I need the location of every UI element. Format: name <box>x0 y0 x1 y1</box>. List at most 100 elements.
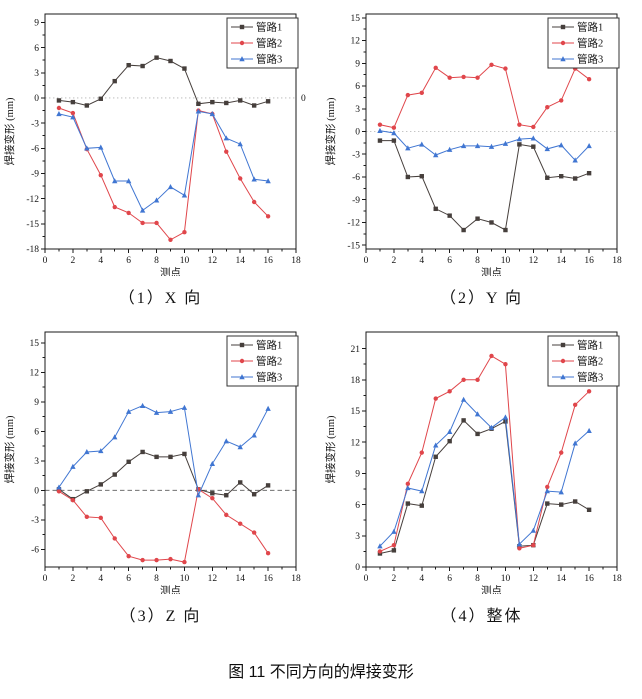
series-line-管路1 <box>58 451 269 500</box>
svg-text:15: 15 <box>351 14 361 24</box>
legend: 管路1 管路2 管路3 <box>226 335 299 387</box>
svg-text:0: 0 <box>364 574 369 584</box>
svg-text:2: 2 <box>392 574 397 584</box>
legend-label-管路1: 管路1 <box>577 21 603 34</box>
figure-caption: 图 11 不同方向的焊接变形 <box>228 664 414 681</box>
series-markers-管路1 <box>56 55 271 108</box>
svg-text:0: 0 <box>34 94 39 104</box>
svg-text:4: 4 <box>419 256 424 266</box>
svg-text:4: 4 <box>98 256 103 266</box>
legend-label-管路1: 管路1 <box>256 21 282 34</box>
svg-text:18: 18 <box>612 574 622 584</box>
svg-text:3: 3 <box>355 105 360 115</box>
series-markers-管路1 <box>56 449 271 502</box>
series-markers-管路2 <box>377 353 592 554</box>
y-axis-label: 焊接变形 (mm) <box>324 97 337 165</box>
svg-text:-18: -18 <box>26 245 39 255</box>
legend-label-管路2: 管路2 <box>256 355 282 368</box>
svg-text:16: 16 <box>584 256 594 266</box>
y-axis: -15 -12 -9 -6 -3 0 3 6 9 12 15 <box>347 14 366 251</box>
svg-text:12: 12 <box>208 256 218 266</box>
y-axis-label: 焊接变形 (mm) <box>3 415 16 483</box>
legend-label-管路2: 管路2 <box>577 355 603 368</box>
series-line-管路1 <box>379 419 590 554</box>
series-markers-管路3 <box>377 127 592 163</box>
series-line-管路3 <box>379 398 590 547</box>
svg-text:6: 6 <box>34 44 39 54</box>
subplot-overall: 0 2 4 6 8 10 12 14 16 18 0 3 6 9 12 15 18 21 测点 焊接变形 (mm) 管路… <box>321 318 642 636</box>
svg-text:0: 0 <box>43 574 48 584</box>
svg-text:-12: -12 <box>347 219 360 229</box>
legend-label-管路3: 管路3 <box>577 371 603 384</box>
svg-text:3: 3 <box>34 457 39 467</box>
x-axis: 0 2 4 6 8 10 12 14 16 18 <box>364 249 622 266</box>
chart-y-direction: 0 2 4 6 8 10 12 14 16 18 -15 -12 -9 -6 -3 0 3 6 9 12 15 测点 焊接变… <box>324 13 622 276</box>
svg-text:18: 18 <box>351 376 361 386</box>
x-axis: 0 2 4 6 8 10 12 14 16 18 <box>364 567 622 584</box>
legend-label-管路2: 管路2 <box>577 37 603 50</box>
series-markers-管路3 <box>56 402 271 498</box>
series-line-管路2 <box>379 355 590 552</box>
series-markers-管路3 <box>377 396 592 549</box>
svg-text:4: 4 <box>98 574 103 584</box>
legend-label-管路2: 管路2 <box>256 37 282 50</box>
svg-text:-6: -6 <box>31 144 39 154</box>
svg-text:21: 21 <box>351 345 361 355</box>
y-axis-label: 焊接变形 (mm) <box>3 97 16 165</box>
svg-text:6: 6 <box>126 256 131 266</box>
series-markers-管路1 <box>377 138 592 233</box>
svg-text:15: 15 <box>30 339 40 349</box>
series-line-管路1 <box>379 140 590 231</box>
svg-text:6: 6 <box>34 428 39 438</box>
svg-text:-3: -3 <box>352 150 360 160</box>
svg-text:4: 4 <box>419 574 424 584</box>
svg-text:10: 10 <box>501 256 511 266</box>
svg-text:2: 2 <box>71 574 76 584</box>
svg-text:-6: -6 <box>31 546 39 556</box>
svg-text:12: 12 <box>529 256 539 266</box>
zero-annotation: 0 <box>301 94 306 104</box>
subplot-title-overall: （4）整体 <box>440 608 523 625</box>
x-axis: 0 2 4 6 8 10 12 14 16 18 <box>43 567 301 584</box>
svg-text:6: 6 <box>447 256 452 266</box>
series-markers-管路2 <box>56 487 271 565</box>
subplot-title-y: （2）Y 向 <box>440 290 523 307</box>
legend-label-管路3: 管路3 <box>577 53 603 66</box>
y-axis: -18 -15 -12 -9 -6 -3 0 3 6 9 <box>26 19 45 255</box>
x-axis-label: 测点 <box>160 266 181 276</box>
svg-text:10: 10 <box>501 574 511 584</box>
svg-text:3: 3 <box>34 69 39 79</box>
svg-text:8: 8 <box>475 574 480 584</box>
y-axis: -6 -3 0 3 6 9 12 15 <box>30 339 45 556</box>
svg-text:-3: -3 <box>31 119 39 129</box>
svg-text:18: 18 <box>291 256 301 266</box>
series-line-管路3 <box>379 130 590 162</box>
svg-text:6: 6 <box>447 574 452 584</box>
series-markers-管路1 <box>377 418 592 556</box>
svg-text:6: 6 <box>126 574 131 584</box>
series-line-管路2 <box>58 488 269 563</box>
svg-text:0: 0 <box>43 256 48 266</box>
subplot-z-direction: 0 2 4 6 8 10 12 14 16 18 -6 -3 0 3 6 9 12 15 测点 焊接变形 (mm) 管路… <box>0 318 321 636</box>
svg-text:0: 0 <box>364 256 369 266</box>
svg-text:-12: -12 <box>26 195 39 205</box>
svg-text:12: 12 <box>351 438 361 448</box>
svg-text:-15: -15 <box>347 241 360 251</box>
chart-x-direction: 0 2 4 6 8 10 12 14 16 18 -18 -15 -12 -9 -6 -3 0 3 6 9 测点 焊接变形… <box>3 13 306 276</box>
svg-text:-15: -15 <box>26 220 39 230</box>
svg-text:14: 14 <box>235 574 245 584</box>
svg-text:-9: -9 <box>352 196 360 206</box>
series-line-管路3 <box>58 110 269 212</box>
legend-label-管路3: 管路3 <box>256 53 282 66</box>
series-markers-管路3 <box>56 108 271 213</box>
subplot-y-direction: 0 2 4 6 8 10 12 14 16 18 -15 -12 -9 -6 -3 0 3 6 9 12 15 测点 焊接变… <box>321 0 642 318</box>
charts-grid: 0 2 4 6 8 10 12 14 16 18 -18 -15 -12 -9 -6 -3 0 3 6 9 测点 焊接变形… <box>0 0 642 636</box>
svg-text:14: 14 <box>556 574 566 584</box>
svg-text:8: 8 <box>475 256 480 266</box>
series-line-管路2 <box>379 64 590 129</box>
legend-label-管路3: 管路3 <box>256 371 282 384</box>
subplot-title-z: （3）Z 向 <box>119 608 202 625</box>
svg-text:15: 15 <box>351 407 361 417</box>
legend-label-管路1: 管路1 <box>256 339 282 352</box>
